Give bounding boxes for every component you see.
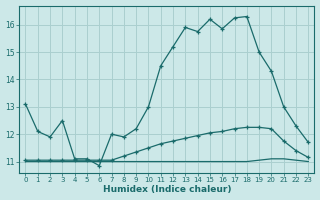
X-axis label: Humidex (Indice chaleur): Humidex (Indice chaleur) xyxy=(103,185,231,194)
